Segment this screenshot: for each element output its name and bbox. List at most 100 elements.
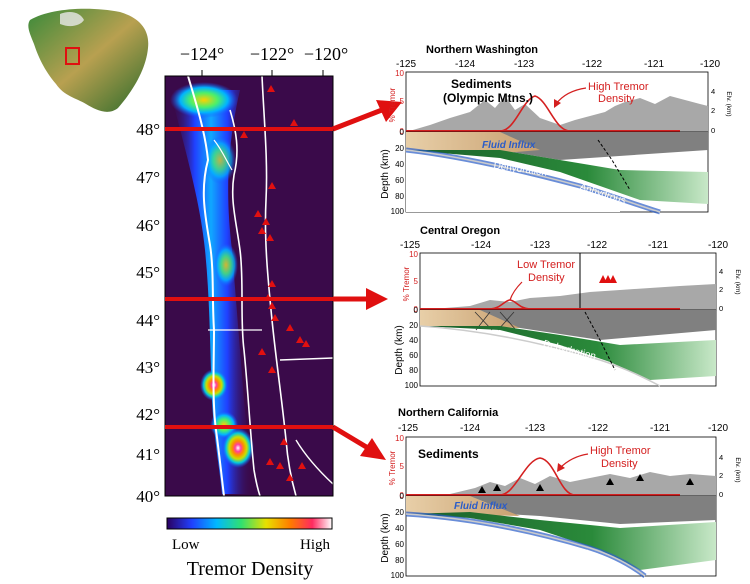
sediments-sub-label: (Olympic Mtns.): [443, 91, 533, 105]
map-lon-tick-122: −122°: [250, 44, 294, 64]
tremor-label: High Tremor: [590, 445, 651, 457]
study-area-box: [65, 47, 80, 65]
elev-tick: 4: [719, 267, 723, 276]
slab-mantle: [406, 150, 708, 204]
depth-tick: 60: [409, 351, 418, 360]
depth-tick: 80: [395, 192, 404, 201]
profile-northern-california: Northern California -125 -124 -123 -122 …: [380, 407, 741, 580]
depth-tick: 100: [391, 571, 405, 580]
map-lat-tick: 47°: [136, 168, 160, 187]
map-lat-tick: 44°: [136, 311, 160, 330]
depth-axis-label: Depth (km): [394, 325, 405, 374]
sediment-wedge: [406, 496, 520, 516]
profile-central-oregon: Central Oregon -125 -124 -123 -122 -121 …: [394, 225, 741, 390]
arrow-to-oregon: [366, 288, 388, 310]
tremor-tick: 5: [400, 97, 405, 106]
map-lat-tick: 42°: [136, 405, 160, 424]
map-lat-tick: 46°: [136, 216, 160, 235]
tremor-tick: 0: [414, 305, 419, 314]
profile-title: Northern Washington: [426, 44, 538, 56]
elev-axis-label: Elv. (km): [734, 269, 741, 294]
elevation-profile: [406, 96, 708, 132]
sediment-wedge: [420, 310, 520, 328]
elev-tick: 2: [711, 106, 715, 115]
sediment-wedge: [406, 132, 540, 155]
elevation-profile: [420, 284, 716, 310]
tremor-tick: 10: [395, 434, 404, 443]
map-lon-tick-124: −124°: [180, 44, 224, 64]
colorbar-gradient: [166, 517, 333, 530]
tremor-label: High Tremor: [588, 81, 649, 93]
elev-tick: 0: [711, 126, 715, 135]
depth-tick: 0: [414, 306, 419, 315]
profile-lines: [165, 100, 402, 460]
elev-tick: 2: [719, 471, 723, 480]
elev-tick: 0: [719, 490, 723, 499]
sediments-label: Sediments: [451, 77, 512, 91]
depth-axis-label: Depth (km): [380, 513, 391, 562]
volcano-markers: [240, 85, 310, 481]
tremor-tick: 5: [414, 277, 419, 286]
map-lon-tick-120: −120°: [304, 44, 348, 64]
tremor-tick: 10: [409, 250, 418, 259]
colorbar-low-label: Low: [172, 537, 200, 553]
lon-tick: -122: [582, 59, 602, 70]
colorbar: Low High Tremor Density: [166, 517, 333, 580]
depth-axis-label: Depth (km): [380, 149, 391, 198]
lon-tick: -120: [708, 423, 728, 434]
depth-tick: 20: [409, 321, 418, 330]
elev-tick: 4: [711, 87, 715, 96]
arrow-to-california: [360, 438, 386, 460]
tremor-curve: [406, 95, 680, 132]
elev-tick: 4: [719, 453, 723, 462]
elev-axis-label: Elv. (km): [734, 457, 741, 482]
lon-tick: -125: [400, 240, 420, 251]
tremor-tick: 0: [400, 127, 405, 136]
lon-tick: -121: [648, 240, 668, 251]
tremor-map: −124° −122° −120° 48° 47° 46° 45° 44° 43…: [136, 44, 348, 506]
volcano-markers: [478, 474, 694, 493]
depth-tick: 40: [395, 524, 404, 533]
map-lat-tick: 41°: [136, 445, 160, 464]
depth-tick: 0: [400, 128, 405, 137]
elev-axis-label: Elv. (km): [725, 91, 732, 116]
colorbar-high-label: High: [300, 537, 331, 553]
map-lat-tick: 40°: [136, 487, 160, 506]
lon-tick: -125: [396, 59, 416, 70]
tremor-label: Low Tremor: [517, 259, 575, 271]
depth-tick: 60: [395, 176, 404, 185]
tremor-sub-label: Density: [528, 272, 565, 284]
lon-tick: -120: [708, 240, 728, 251]
lon-tick: -123: [514, 59, 534, 70]
fluid-influx-label: Fluid Influx: [482, 140, 536, 151]
profile-title: Central Oregon: [420, 225, 500, 237]
map-lat-tick: 45°: [136, 263, 160, 282]
tremor-axis-label: % Tremor: [388, 450, 397, 485]
elev-tick: 2: [719, 285, 723, 294]
lon-tick: -121: [644, 59, 664, 70]
lon-tick: -123: [530, 240, 550, 251]
depth-tick: 0: [400, 492, 405, 501]
depth-tick: 40: [409, 336, 418, 345]
tremor-band: [170, 90, 252, 494]
depth-tick: 40: [395, 160, 404, 169]
coastline: [187, 75, 225, 497]
profile-northern-washington: Northern Washington -125 -124 -123 -122 …: [380, 44, 732, 216]
tremor-sub-label: Density: [598, 93, 635, 105]
fluid-influx-label: Fluid Influx: [454, 501, 508, 512]
tremor-tick: 10: [395, 69, 404, 78]
tremor-tick: 0: [400, 491, 405, 500]
tremor-axis-label: % Tremor: [388, 87, 397, 122]
slab-mantle: [406, 512, 716, 570]
map-lat-tick: 48°: [136, 120, 160, 139]
depth-tick: 80: [395, 556, 404, 565]
lon-tick: -125: [398, 423, 418, 434]
tremor-tick: 5: [400, 462, 405, 471]
profile-title: Northern California: [398, 407, 499, 419]
lon-tick: -124: [455, 59, 475, 70]
depth-tick: 20: [395, 508, 404, 517]
depth-tick: 100: [405, 381, 419, 390]
tremor-curve: [406, 457, 680, 496]
arrow-to-washington: [376, 100, 402, 122]
lon-tick: -121: [650, 423, 670, 434]
